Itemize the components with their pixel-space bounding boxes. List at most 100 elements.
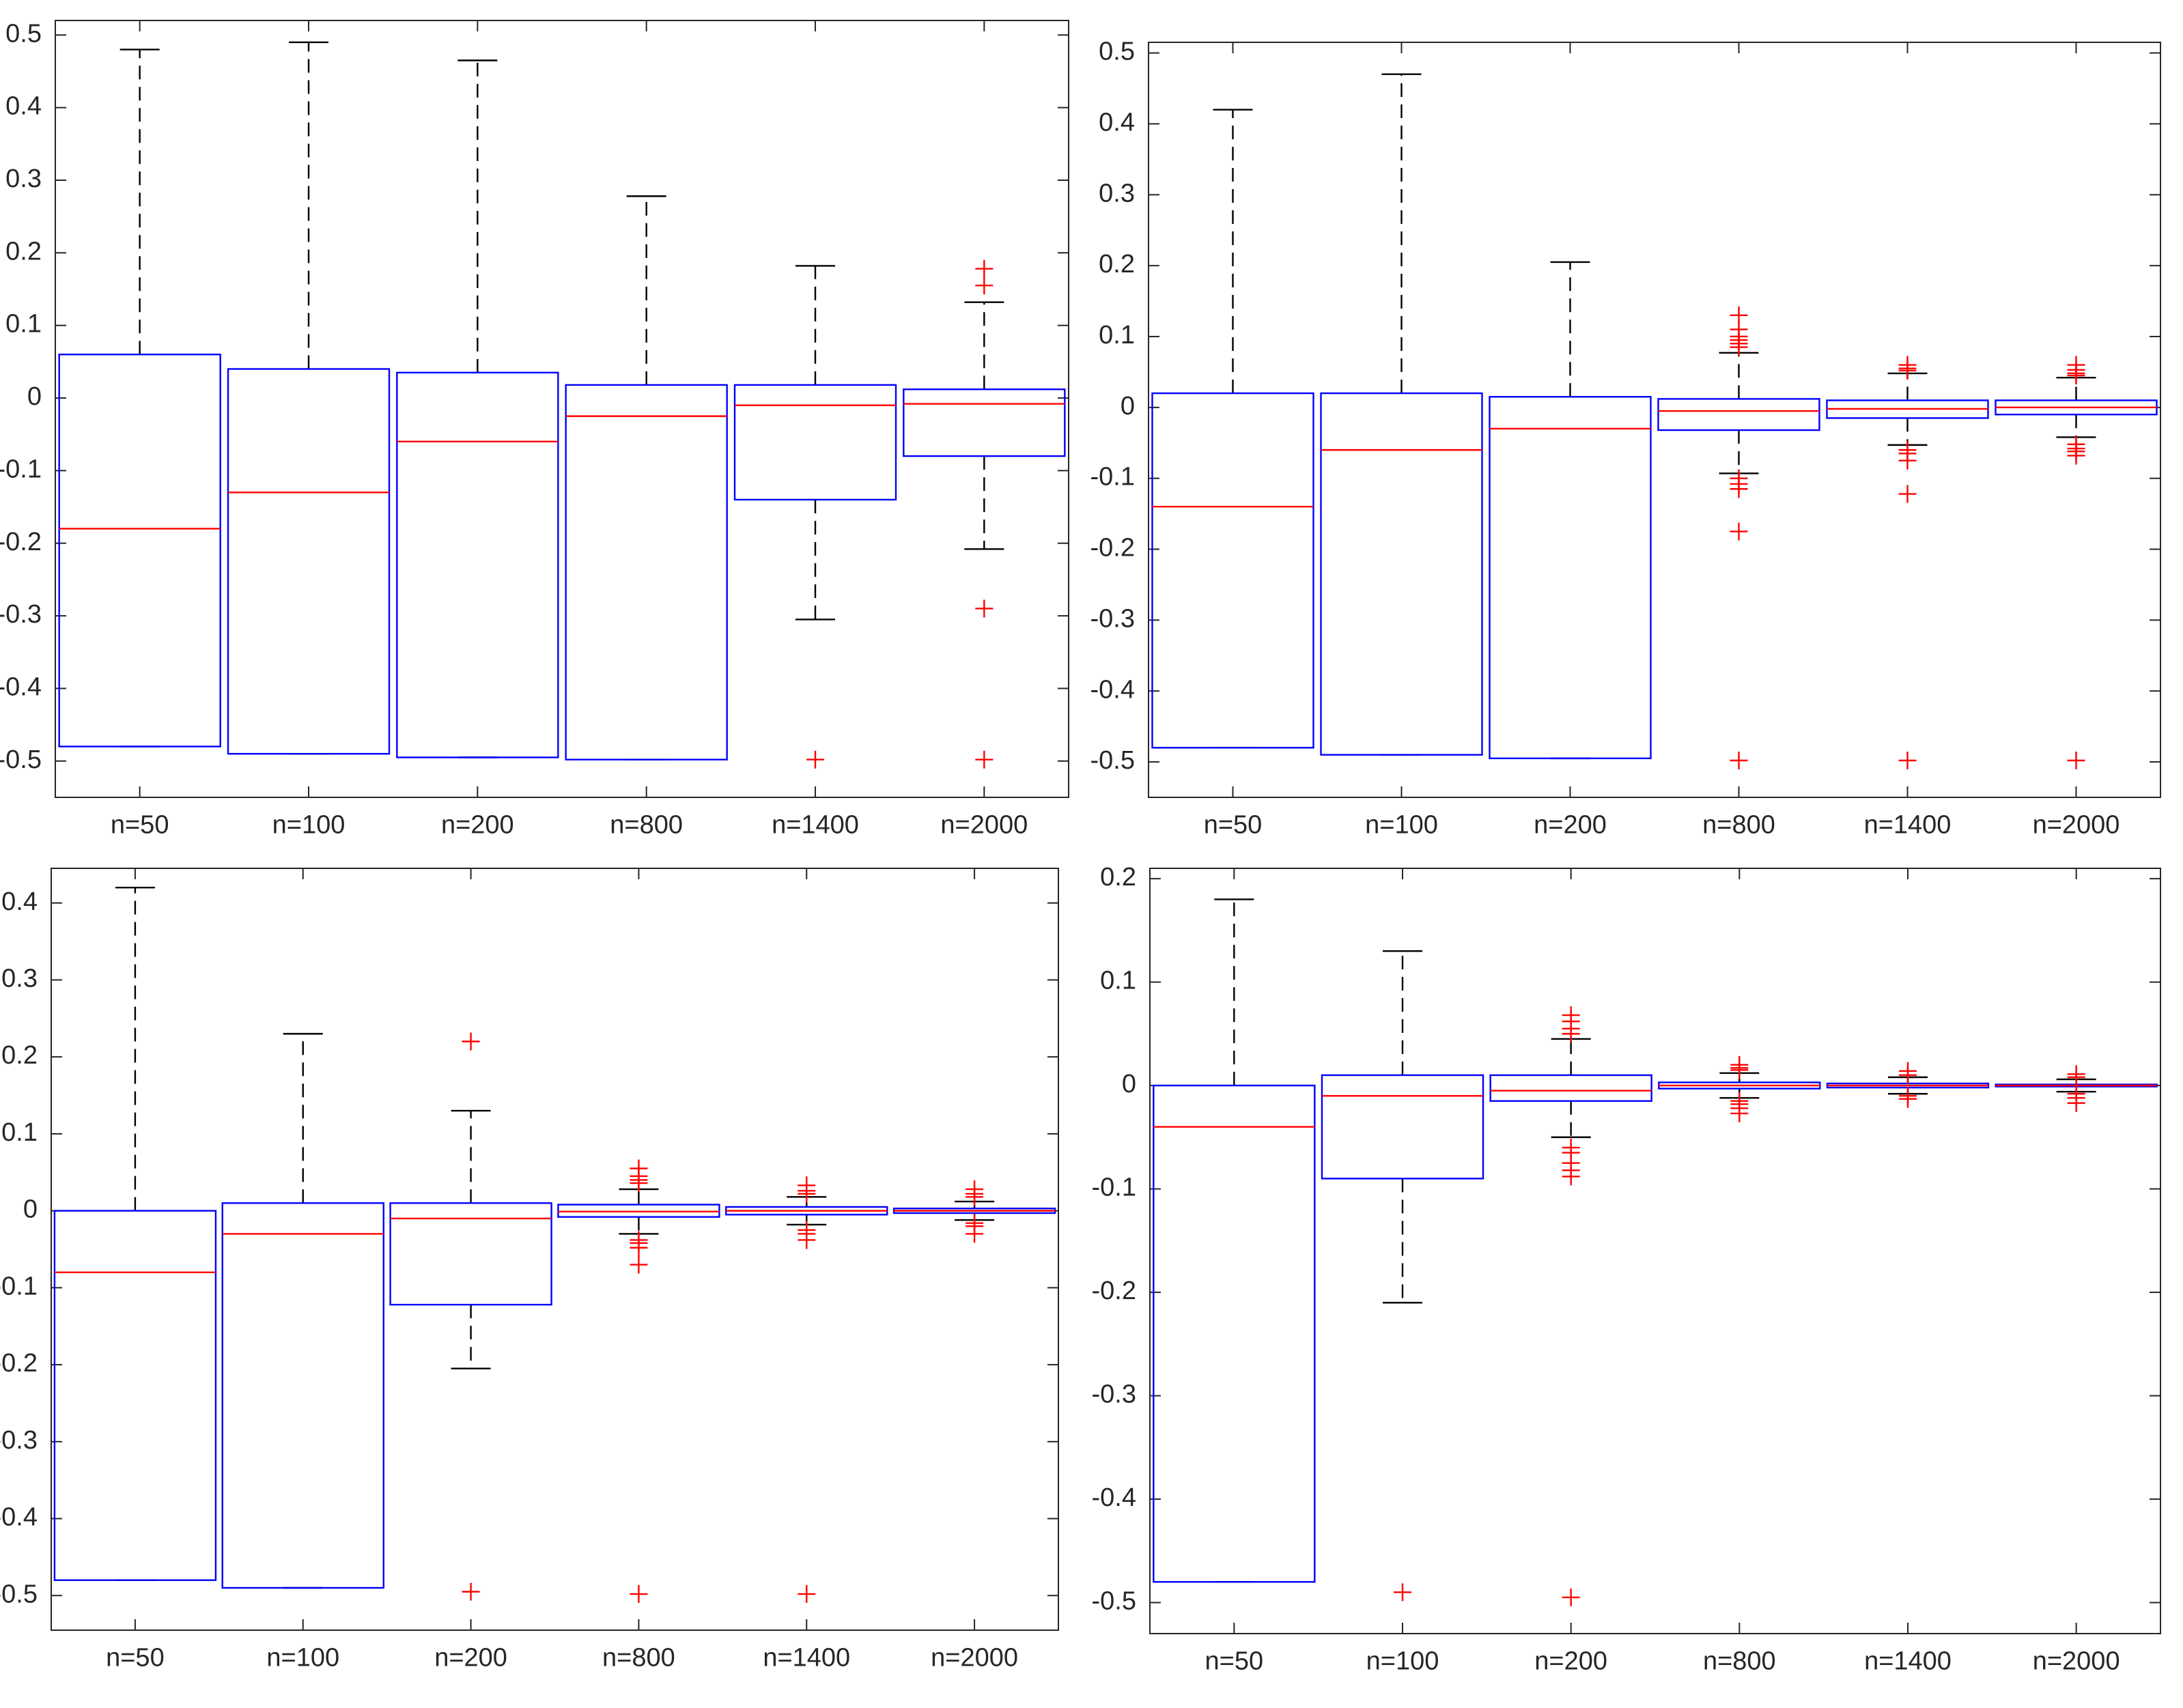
box-group-n=100 [227, 41, 391, 755]
y-tick-label: -0.2 [0, 528, 42, 556]
iqr-box [1489, 1074, 1652, 1102]
y-tick-label: 0.2 [1099, 250, 1135, 279]
iqr-box [227, 368, 391, 755]
y-tick-label: 0.2 [1, 1041, 38, 1070]
outlier-marker [1898, 361, 1917, 380]
box-group-n=1400 [1826, 1062, 1990, 1108]
box-group-n=800 [565, 195, 728, 760]
outlier-marker [966, 1188, 984, 1206]
y-tick-label: 0.3 [1, 964, 38, 993]
outlier-marker [1898, 485, 1917, 503]
outlier-marker [1730, 1061, 1749, 1079]
iqr-box [903, 388, 1066, 457]
x-tick-label: n=50 [1205, 1647, 1264, 1675]
y-tick-label: -0.5 [1092, 1587, 1136, 1616]
y-tick-label: -0.2 [1092, 1277, 1136, 1305]
outlier-marker [2067, 446, 2085, 465]
box-group-n=200 [1489, 261, 1652, 760]
box-group-n=800 [1657, 306, 1820, 769]
box-group-n=50 [58, 48, 221, 748]
box-group-n=2000 [892, 1180, 1056, 1243]
box-group-n=1400 [733, 265, 897, 769]
y-tick-label: -0.4 [0, 672, 42, 701]
axes-frame [1148, 42, 2161, 798]
x-tick-label: n=200 [1534, 1647, 1607, 1675]
y-tick-label: -0.1 [0, 1272, 38, 1300]
y-tick-label: -0.5 [0, 1580, 38, 1608]
y-tick-label: 0.1 [5, 310, 42, 339]
y-tick-label: -0.4 [0, 1503, 38, 1532]
box-group-n=200 [389, 1032, 552, 1601]
x-tick-label: n=800 [610, 810, 683, 839]
axes-frame [1149, 868, 2161, 1634]
box-group-n=100 [221, 1033, 384, 1589]
x-tick-label: n=200 [1534, 810, 1607, 839]
iqr-box [1151, 392, 1314, 749]
outlier-marker [462, 1582, 480, 1601]
box-group-n=200 [1489, 1006, 1652, 1606]
box-group-n=50 [1153, 898, 1316, 1583]
outlier-marker [2067, 1068, 2085, 1086]
y-tick-label: 0.4 [1, 887, 38, 916]
box-group-n=1400 [725, 1176, 888, 1604]
iqr-box [58, 354, 221, 748]
x-tick-label: n=100 [266, 1643, 339, 1672]
outlier-marker [975, 599, 994, 618]
box-group-n=50 [1151, 109, 1314, 749]
outlier-marker [975, 259, 994, 278]
box-group-n=2000 [1995, 1065, 2158, 1112]
outlier-marker [1562, 1167, 1580, 1186]
outlier-marker [462, 1032, 480, 1051]
outlier-marker [2067, 752, 2085, 769]
box-group-n=50 [53, 886, 217, 1581]
outlier-marker [1394, 1583, 1411, 1602]
boxplot-panel-bottom-left: -0.5 -0.4 -0.3 -0.2 -0.1 0 0.1 0.2 0.3 0.4 n=50 n=1… [0, 868, 1059, 1672]
iqr-box [1320, 392, 1483, 756]
boxplot-panel-top-right: -0.5 -0.4 -0.3 -0.2 -0.1 0 0.1 0.2 0.3 0.4 0.5 n=50… [1090, 38, 2161, 839]
outlier-marker [1730, 522, 1748, 541]
iqr-box [565, 384, 728, 760]
y-tick-label: 0.5 [5, 19, 42, 48]
x-tick-label: n=50 [111, 810, 169, 839]
y-tick-label: 0.1 [1100, 967, 1136, 995]
box-group-n=800 [557, 1159, 720, 1604]
x-tick-label: n=50 [1204, 810, 1263, 839]
box-group-n=200 [396, 59, 559, 758]
x-tick-label: n=2000 [931, 1643, 1018, 1672]
y-tick-label: -0.2 [0, 1349, 38, 1378]
outlier-marker [630, 1238, 648, 1257]
outlier-marker [1730, 1105, 1749, 1123]
iqr-box [396, 371, 559, 758]
x-tick-label: n=100 [1366, 1647, 1439, 1675]
x-tick-label: n=100 [1365, 810, 1438, 839]
x-tick-label: n=200 [434, 1643, 507, 1672]
y-tick-label: 0.5 [1099, 38, 1135, 66]
y-tick-label: -0.3 [0, 600, 42, 629]
x-tick-label: n=50 [106, 1643, 165, 1672]
x-tick-label: n=1400 [763, 1643, 850, 1672]
y-tick-label: 0.4 [1099, 108, 1135, 137]
box-group-n=2000 [903, 259, 1066, 769]
outlier-marker [975, 750, 994, 769]
y-tick-label: 0.2 [5, 237, 42, 266]
y-tick-label: 0.2 [1100, 863, 1136, 892]
outlier-marker [798, 1585, 816, 1604]
iqr-box [1657, 398, 1820, 431]
boxplot-panel-top-left: -0.5 -0.4 -0.3 -0.2 -0.1 0 0.1 0.2 0.3 0.4 0.5 n=50… [0, 19, 1069, 839]
x-tick-label: n=2000 [940, 810, 1028, 839]
x-tick-label: n=2000 [2033, 1647, 2120, 1675]
outlier-marker [630, 1255, 648, 1274]
outlier-marker [1562, 1588, 1580, 1606]
x-tick-label: n=1400 [1864, 1647, 1952, 1675]
y-tick-label: 0 [1122, 1070, 1136, 1098]
y-tick-label: 0.1 [1, 1118, 38, 1147]
y-tick-label: 0.3 [1099, 179, 1135, 208]
x-tick-label: n=2000 [2033, 810, 2120, 839]
y-tick-label: 0 [1121, 392, 1135, 421]
axes-frame [55, 20, 1069, 798]
box-group-n=800 [1658, 1055, 1821, 1123]
outlier-marker [1562, 1025, 1580, 1043]
iqr-box [1489, 396, 1652, 760]
outlier-marker [975, 276, 994, 295]
boxplot-panel-bottom-right: -0.5 -0.4 -0.3 -0.2 -0.1 0 0.1 0.2 n=50 n=100 n=20… [1092, 863, 2161, 1675]
